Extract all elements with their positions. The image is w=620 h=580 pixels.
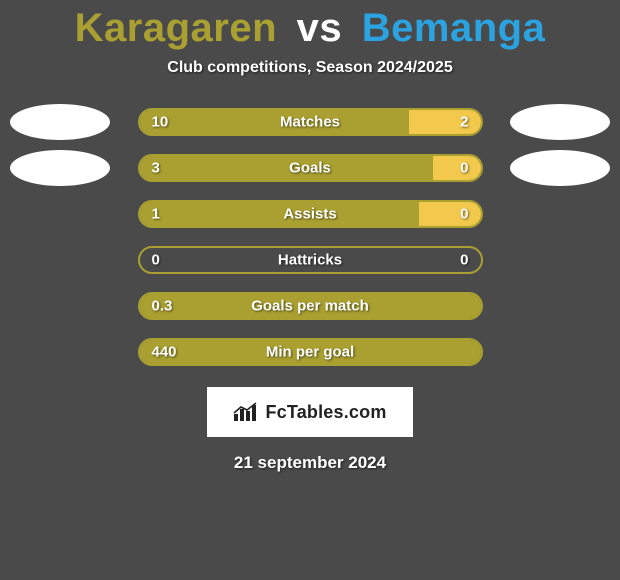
- stat-bar: 0 Hattricks 0: [138, 246, 483, 274]
- player2-avatar: [510, 150, 610, 186]
- stat-bar: 1 Assists 0: [138, 200, 483, 228]
- player2-name: Bemanga: [362, 6, 546, 50]
- left-value: 440: [152, 344, 177, 361]
- stat-bar: 440 Min per goal: [138, 338, 483, 366]
- stat-label: Hattricks: [278, 252, 342, 269]
- date: 21 september 2024: [234, 453, 386, 473]
- stats-chart: 10 Matches 2 3 Goals 0 1 Assists 0 0 Hattricks 0 0.3…: [0, 99, 620, 375]
- stat-row: 3 Goals 0: [0, 145, 620, 191]
- player1-avatar: [10, 150, 110, 186]
- right-value: 0: [460, 206, 468, 223]
- bar-left-fill: [140, 110, 409, 134]
- logo-text: FcTables.com: [265, 402, 386, 423]
- left-value: 0: [152, 252, 160, 269]
- player2-avatar: [510, 104, 610, 140]
- right-value: 0: [460, 160, 468, 177]
- left-value: 0.3: [152, 298, 173, 315]
- left-value: 3: [152, 160, 160, 177]
- stat-row: 1 Assists 0: [0, 191, 620, 237]
- stat-row: 10 Matches 2: [0, 99, 620, 145]
- left-value: 10: [152, 114, 169, 131]
- left-value: 1: [152, 206, 160, 223]
- vs-separator: vs: [297, 6, 343, 50]
- stat-row: 0 Hattricks 0: [0, 237, 620, 283]
- stat-bar: 0.3 Goals per match: [138, 292, 483, 320]
- bar-right-fill: [409, 110, 481, 134]
- stat-label: Goals: [289, 160, 331, 177]
- bars-icon: [233, 402, 259, 422]
- source-logo: FcTables.com: [207, 387, 413, 437]
- stat-bar: 10 Matches 2: [138, 108, 483, 136]
- player1-avatar: [10, 104, 110, 140]
- stat-bar: 3 Goals 0: [138, 154, 483, 182]
- bar-left-fill: [140, 156, 433, 180]
- stat-label: Min per goal: [266, 344, 354, 361]
- comparison-infographic: Karagaren vs Bemanga Club competitions, …: [0, 0, 620, 580]
- bar-left-fill: [140, 202, 420, 226]
- stat-row: 0.3 Goals per match: [0, 283, 620, 329]
- stat-label: Assists: [283, 206, 336, 223]
- subtitle: Club competitions, Season 2024/2025: [167, 59, 452, 77]
- player1-name: Karagaren: [75, 6, 277, 50]
- bar-right-fill: [419, 202, 480, 226]
- right-value: 0: [460, 252, 468, 269]
- bar-right-fill: [433, 156, 481, 180]
- stat-row: 440 Min per goal: [0, 329, 620, 375]
- page-title: Karagaren vs Bemanga: [75, 6, 546, 51]
- stat-label: Matches: [280, 114, 340, 131]
- right-value: 2: [460, 114, 468, 131]
- stat-label: Goals per match: [251, 298, 369, 315]
